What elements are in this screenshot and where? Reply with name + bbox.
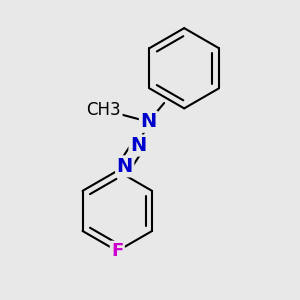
Text: N: N xyxy=(130,136,146,155)
Text: N: N xyxy=(140,112,157,131)
Text: CH3: CH3 xyxy=(87,101,121,119)
Text: N: N xyxy=(117,157,133,176)
Text: F: F xyxy=(111,242,123,260)
